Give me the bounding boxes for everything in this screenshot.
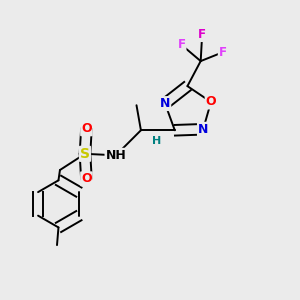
Text: N: N — [198, 123, 208, 136]
Text: N: N — [160, 97, 170, 110]
Text: S: S — [80, 147, 90, 161]
Text: F: F — [198, 28, 206, 41]
Text: O: O — [81, 172, 92, 185]
Text: H: H — [152, 136, 162, 146]
Text: F: F — [219, 46, 227, 59]
Text: O: O — [81, 122, 92, 135]
Text: O: O — [206, 95, 216, 109]
Text: F: F — [178, 38, 185, 51]
Text: NH: NH — [106, 149, 126, 162]
